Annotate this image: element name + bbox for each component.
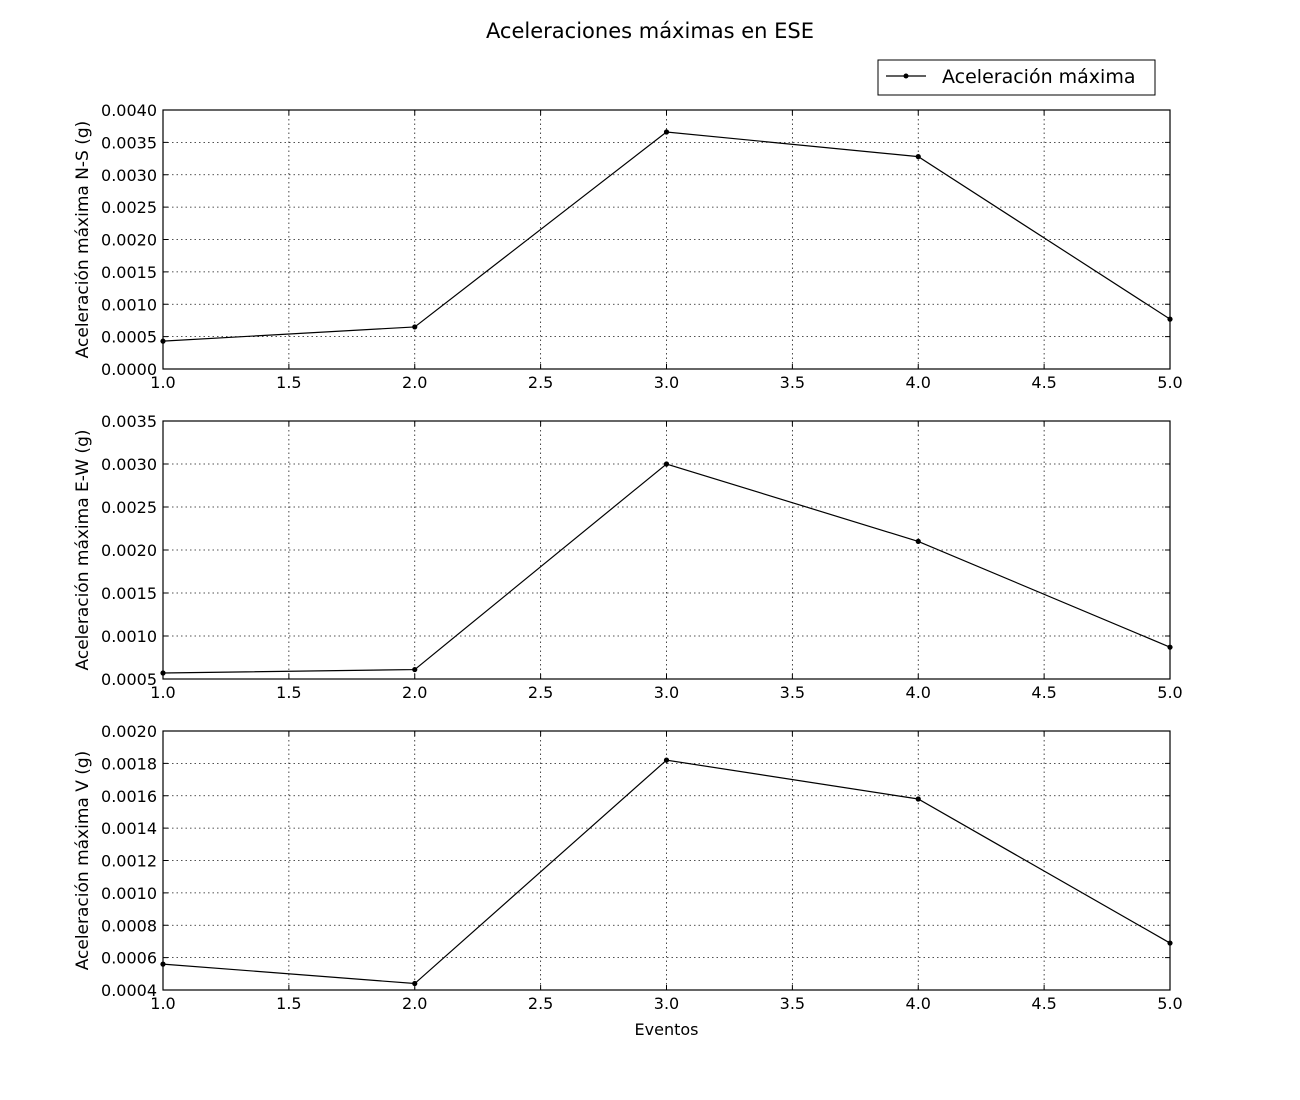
data-point (1167, 940, 1173, 946)
y-tick-label: 0.0006 (101, 949, 157, 968)
data-point (412, 980, 418, 987)
x-tick-label: 5.0 (1157, 373, 1182, 392)
x-tick-label: 1.5 (276, 683, 301, 702)
x-tick-label: 4.0 (906, 994, 931, 1013)
data-point (160, 670, 166, 676)
legend: Aceleración máxima (877, 59, 1156, 96)
x-tick-label: 3.5 (780, 373, 805, 392)
legend-box (877, 59, 1156, 96)
x-tick-label: 4.5 (1031, 373, 1056, 392)
x-tick-label: 3.0 (654, 683, 679, 702)
x-tick-label: 2.0 (402, 994, 427, 1013)
y-tick-label: 0.0005 (101, 328, 157, 347)
x-tick-label: 2.0 (402, 373, 427, 392)
x-tick-label: 4.5 (1031, 994, 1056, 1013)
y-tick-label: 0.0015 (101, 584, 157, 603)
data-point (1167, 316, 1173, 322)
legend-marker-sample (903, 73, 909, 79)
x-tick-label: 5.0 (1157, 994, 1182, 1013)
x-tick-label: 1.0 (150, 373, 175, 392)
figure-title: Aceleraciones máximas en ESE (486, 19, 814, 43)
y-axis-label: Aceleración máxima E-W (g) (73, 430, 93, 671)
y-axis-label: Aceleración máxima V (g) (73, 751, 93, 971)
y-axis-label: Aceleración máxima N-S (g) (73, 121, 93, 359)
y-tick-label: 0.0010 (101, 884, 157, 903)
x-tick-label: 1.5 (276, 994, 301, 1013)
data-point (412, 324, 418, 330)
x-tick-label: 2.5 (528, 373, 553, 392)
subplot-v: 1.0 1.5 2.0 2.5 3.0 3.5 4.0 4.5 5.0 0.0004 0.0006 0… (73, 722, 1183, 1039)
y-tick-label: 0.0004 (101, 981, 157, 1000)
y-tick-label: 0.0040 (101, 101, 157, 120)
data-point (915, 796, 921, 802)
data-point (663, 461, 670, 467)
legend-label: Aceleración máxima (942, 66, 1135, 88)
x-tick-label: 4.0 (906, 373, 931, 392)
y-tick-label: 0.0020 (101, 231, 157, 250)
x-tick-label: 4.5 (1031, 683, 1056, 702)
data-point (915, 154, 921, 160)
y-tick-label: 0.0025 (101, 498, 157, 517)
x-tick-label: 3.5 (780, 994, 805, 1013)
x-tick-label: 3.0 (654, 994, 679, 1013)
y-tick-label: 0.0005 (101, 670, 157, 689)
y-tick-label: 0.0020 (101, 722, 157, 741)
y-tick-label: 0.0025 (101, 198, 157, 217)
y-tick-label: 0.0010 (101, 295, 157, 314)
data-point (663, 757, 670, 763)
data-point (915, 538, 921, 545)
y-tick-label: 0.0008 (101, 916, 157, 935)
plot-frame (162, 420, 1171, 680)
subplot-ns: 1.0 1.5 2.0 2.5 3.0 3.5 4.0 4.5 5.0 0.0000 0.0005 0… (73, 101, 1183, 392)
data-point (663, 129, 670, 135)
plot-frame (162, 109, 1171, 370)
y-tick-label: 0.0030 (101, 166, 157, 185)
x-tick-label: 1.0 (150, 994, 175, 1013)
y-tick-label: 0.0018 (101, 754, 157, 773)
x-tick-label: 1.5 (276, 373, 301, 392)
y-tick-label: 0.0035 (101, 133, 157, 152)
x-tick-label: 5.0 (1157, 683, 1182, 702)
y-tick-label: 0.0010 (101, 627, 157, 646)
y-tick-label: 0.0035 (101, 412, 157, 431)
subplots: 1.0 1.5 2.0 2.5 3.0 3.5 4.0 4.5 5.0 0.0000 0.0005 0… (73, 101, 1183, 1039)
y-tick-label: 0.0000 (101, 360, 157, 379)
y-tick-label: 0.0014 (101, 819, 157, 838)
x-tick-label: 2.0 (402, 683, 427, 702)
y-tick-label: 0.0020 (101, 541, 157, 560)
data-point (1167, 644, 1173, 650)
x-tick-label: 3.5 (780, 683, 805, 702)
y-tick-label: 0.0016 (101, 787, 157, 806)
data-point (412, 666, 418, 673)
x-tick-label: 3.0 (654, 373, 679, 392)
x-tick-label: 1.0 (150, 683, 175, 702)
x-tick-label: 4.0 (906, 683, 931, 702)
data-point (160, 961, 166, 967)
x-axis-label: Eventos (635, 1020, 699, 1039)
y-tick-label: 0.0030 (101, 455, 157, 474)
y-tick-label: 0.0015 (101, 263, 157, 282)
data-point (160, 338, 166, 344)
y-tick-label: 0.0012 (101, 852, 157, 871)
subplot-ew: 1.0 1.5 2.0 2.5 3.0 3.5 4.0 4.5 5.0 0.0005 0.0010 0… (73, 412, 1183, 702)
x-tick-label: 2.5 (528, 683, 553, 702)
plot-frame (162, 730, 1171, 991)
x-tick-label: 2.5 (528, 994, 553, 1013)
